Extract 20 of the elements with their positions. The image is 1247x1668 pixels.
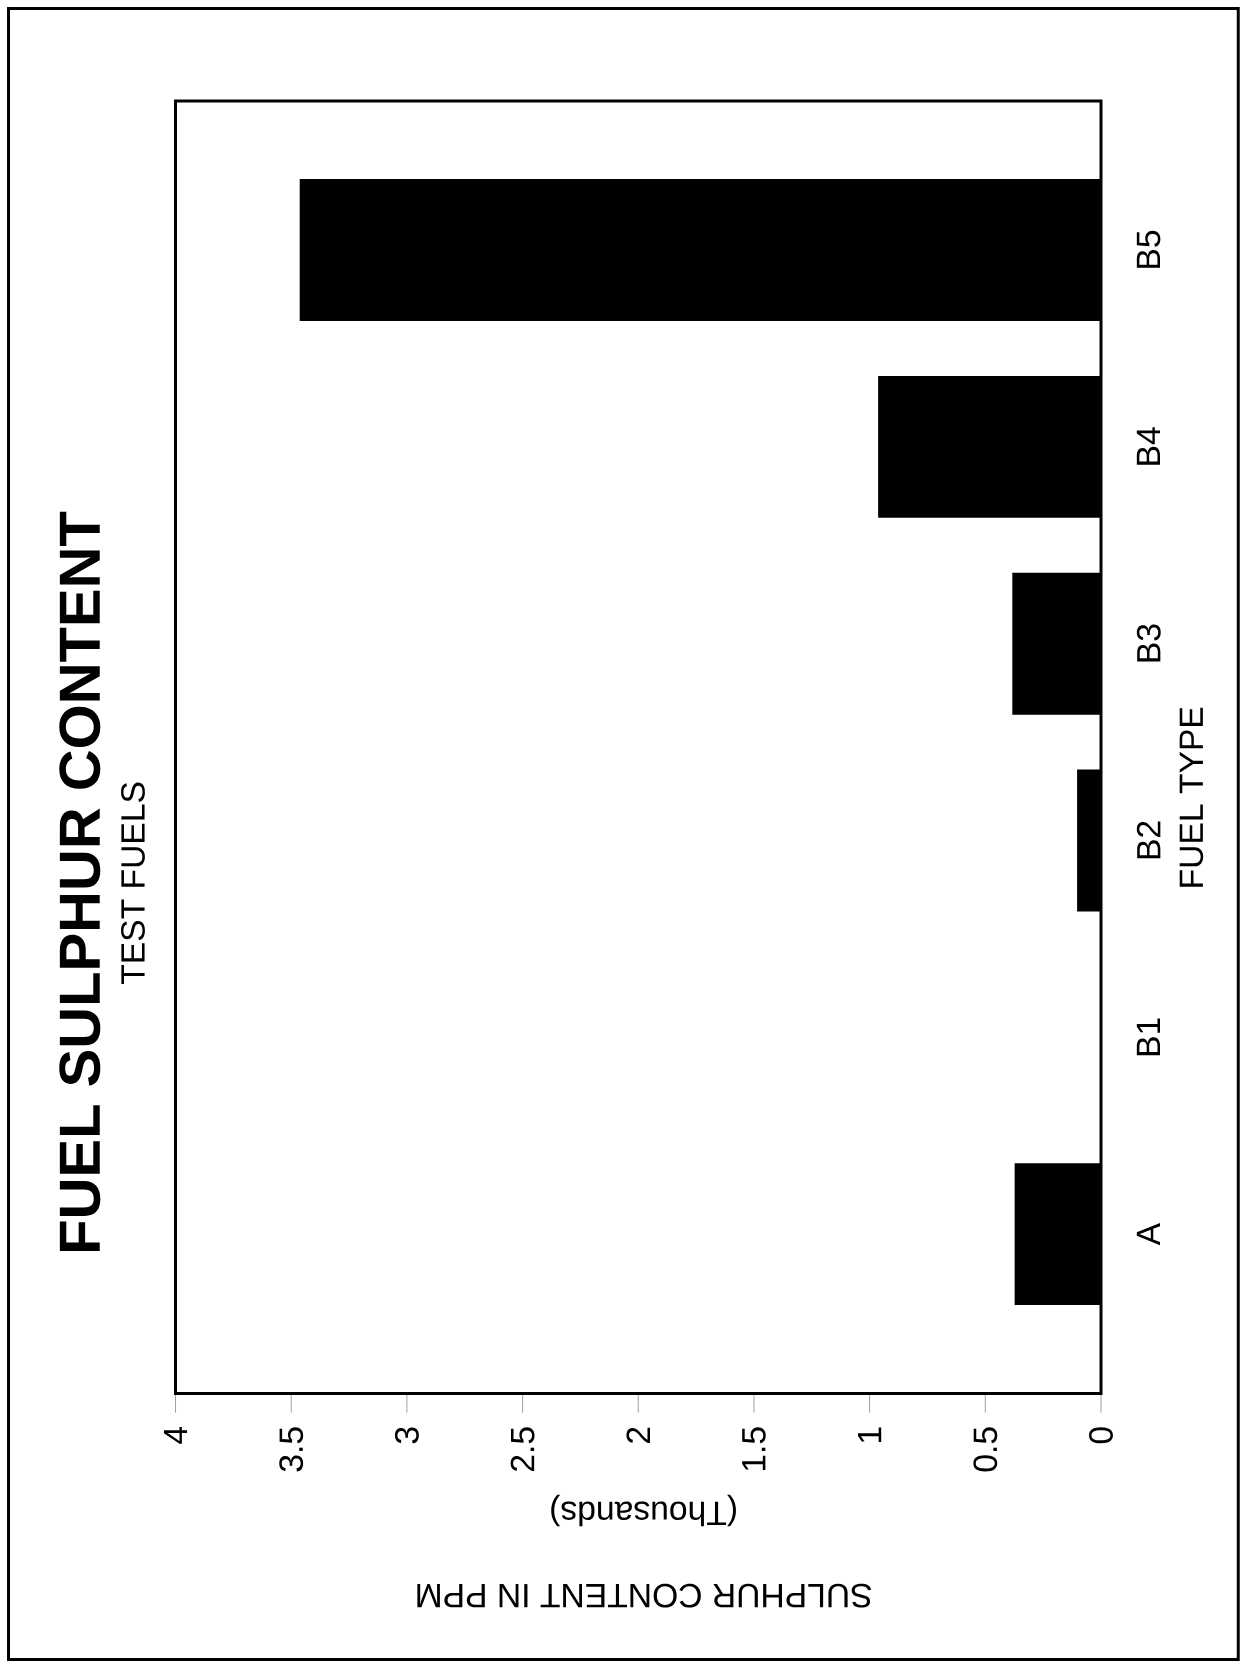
- text: (Thousands): [551, 1494, 737, 1527]
- x-tick-label: 2.5: [510, 1427, 535, 1471]
- x-axis-title: SULPHUR CONTENT IN PPM: [417, 1583, 872, 1608]
- y-tick-label: B3: [1136, 624, 1161, 662]
- y-tick-label: B1: [1136, 1018, 1161, 1056]
- text: FUEL SULPHUR CONTENT: [59, 511, 101, 1251]
- x-tick-label: 1: [858, 1427, 882, 1443]
- x-tick-label: 1.5: [742, 1427, 766, 1471]
- y-tick-label: A: [1136, 1222, 1161, 1246]
- y-tick-label: B4: [1136, 427, 1161, 465]
- x-tick-label: 2: [626, 1427, 651, 1443]
- y-tick-label: B2: [1136, 821, 1161, 859]
- x-tick-label: 0: [1089, 1427, 1114, 1444]
- x-tick-label: 3: [395, 1427, 419, 1444]
- x-tick-label: 4: [164, 1426, 188, 1444]
- y-axis-title: FUEL TYPE: [1179, 707, 1204, 887]
- x-tick-label: 3.5: [279, 1427, 304, 1472]
- y-tick-label: B5: [1136, 230, 1161, 268]
- text: TEST FUELS: [121, 782, 146, 985]
- x-tick-label: 0.5: [973, 1427, 998, 1472]
